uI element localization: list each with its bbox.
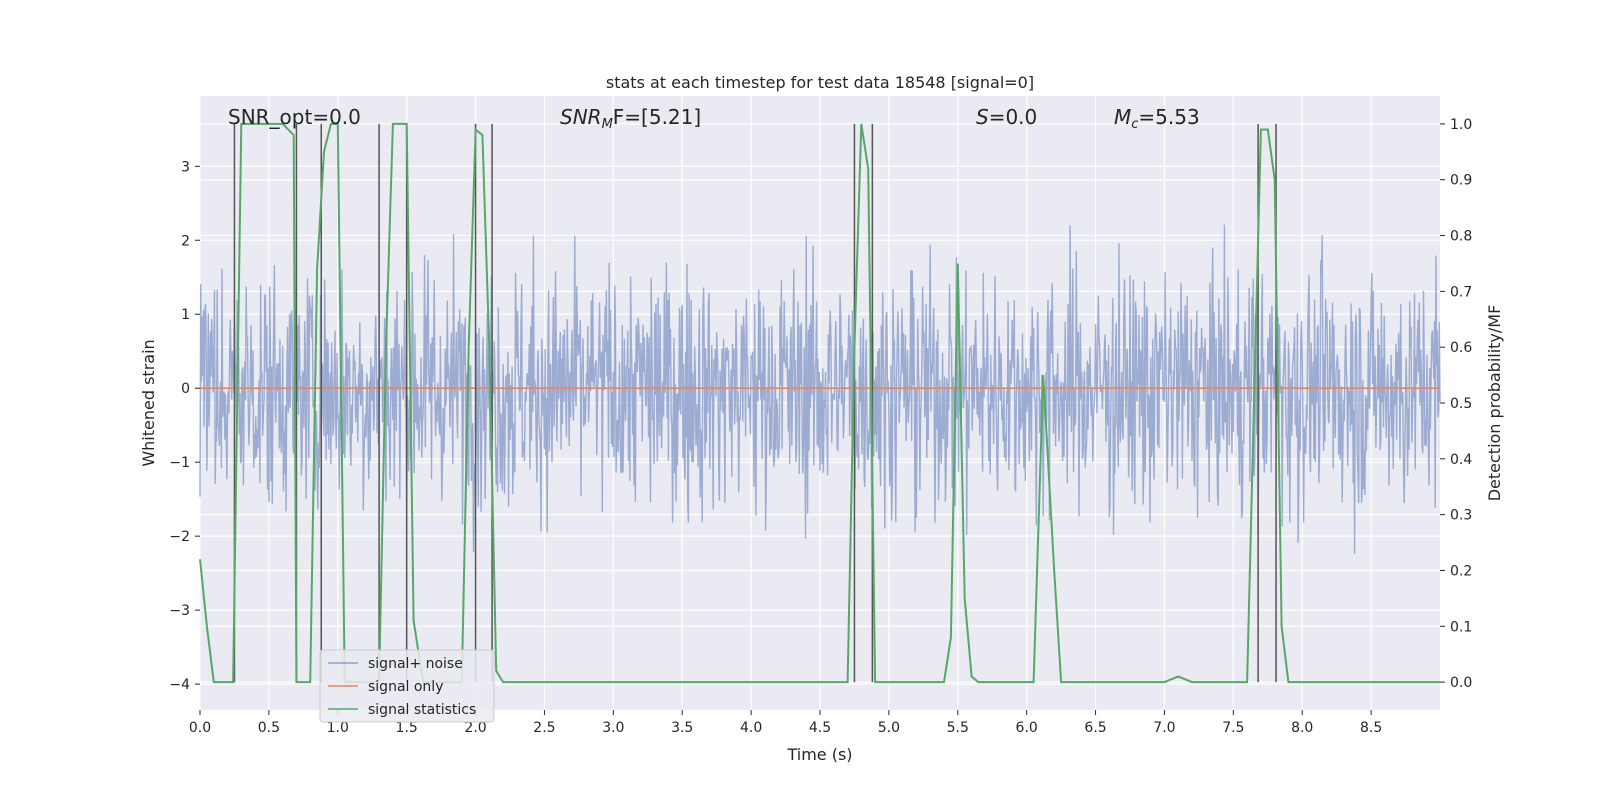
x-axis-ticks: 0.0 0.5 1.0 1.5 2.0 2.5 3.0 3.5 4.0 4.5 5.0 5.5 6.0 6… bbox=[189, 710, 1382, 736]
y-axis-ticks: 3 2 1 0 −1 −2 −3 −4 bbox=[169, 159, 200, 693]
x-tick-label: 1.0 bbox=[327, 720, 349, 736]
x-tick-label: 0.5 bbox=[258, 720, 280, 736]
y-right-tick-label: 0.9 bbox=[1450, 173, 1472, 189]
x-tick-label: 6.0 bbox=[1016, 720, 1038, 736]
x-tick-label: 6.5 bbox=[1084, 720, 1106, 736]
annotation-mc-sub: c bbox=[1131, 117, 1138, 132]
y-right-axis-ticks: 1.0 0.9 0.8 0.7 0.6 0.5 0.4 0.3 0.2 0.1 0.0 bbox=[1440, 117, 1472, 691]
x-tick-label: 8.5 bbox=[1360, 720, 1382, 736]
annotation-s-value: =0.0 bbox=[989, 105, 1038, 129]
y-right-tick-label: 0.6 bbox=[1450, 340, 1472, 356]
y-tick-label: −2 bbox=[169, 529, 190, 545]
annotation-mc-label: M bbox=[1114, 105, 1131, 129]
x-tick-label: 7.5 bbox=[1222, 720, 1244, 736]
y-right-tick-label: 1.0 bbox=[1450, 117, 1472, 133]
x-tick-label: 5.5 bbox=[947, 720, 969, 736]
chart-title: stats at each timestep for test data 185… bbox=[606, 73, 1034, 92]
y-right-tick-label: 0.0 bbox=[1450, 675, 1472, 691]
x-tick-label: 1.5 bbox=[396, 720, 418, 736]
legend-box bbox=[319, 649, 495, 723]
legend-label-signal-statistics: signal statistics bbox=[368, 702, 476, 718]
x-tick-label: 2.5 bbox=[533, 720, 555, 736]
x-tick-label: 4.5 bbox=[809, 720, 831, 736]
y-tick-label: −3 bbox=[169, 603, 190, 619]
x-tick-label: 5.0 bbox=[878, 720, 900, 736]
x-tick-label: 7.0 bbox=[1153, 720, 1175, 736]
annotation-mc-value: =5.53 bbox=[1138, 105, 1199, 129]
y-right-tick-label: 0.7 bbox=[1450, 284, 1472, 300]
y-axis-label: Whitened strain bbox=[139, 339, 158, 466]
y-tick-label: 1 bbox=[181, 307, 190, 323]
y-tick-label: −4 bbox=[169, 677, 190, 693]
y-tick-label: 0 bbox=[181, 381, 190, 397]
y-right-tick-label: 0.1 bbox=[1450, 619, 1472, 635]
x-axis-label: Time (s) bbox=[786, 745, 852, 764]
annotation-snr-mf-label: SNR bbox=[560, 105, 602, 129]
y-right-tick-label: 0.2 bbox=[1450, 563, 1472, 579]
annotation-snr-mf-rest: F=[5.21] bbox=[613, 105, 701, 129]
y-right-tick-label: 0.8 bbox=[1450, 229, 1472, 245]
x-tick-label: 4.0 bbox=[740, 720, 762, 736]
x-tick-label: 3.5 bbox=[671, 720, 693, 736]
x-tick-label: 0.0 bbox=[189, 720, 211, 736]
y-tick-label: 3 bbox=[181, 159, 190, 175]
x-tick-label: 2.0 bbox=[464, 720, 486, 736]
y-right-tick-label: 0.5 bbox=[1450, 396, 1472, 412]
y-tick-label: 2 bbox=[181, 233, 190, 249]
y-right-tick-label: 0.3 bbox=[1450, 508, 1472, 524]
signal-statistics-line bbox=[199, 122, 1440, 684]
legend-label-signal-only: signal only bbox=[368, 679, 443, 695]
y-right-axis-label: Detection probability/MF bbox=[1485, 305, 1504, 502]
legend-label-signal-noise: signal+ noise bbox=[368, 656, 463, 672]
annotation-s: S=0.0 bbox=[976, 105, 1037, 129]
y-right-tick-label: 0.4 bbox=[1450, 452, 1472, 468]
annotation-mc: Mc=5.53 bbox=[1114, 105, 1200, 132]
y-tick-label: −1 bbox=[169, 455, 190, 471]
series-signal-statistics bbox=[199, 122, 1440, 684]
annotation-snr-mf-sub: M bbox=[602, 117, 613, 132]
annotation-s-label: S bbox=[976, 105, 989, 129]
legend: signal+ noise signal only signal statist… bbox=[319, 649, 495, 723]
annotation-snr-opt: SNR_opt=0.0 bbox=[228, 105, 361, 129]
x-tick-label: 3.0 bbox=[602, 720, 624, 736]
x-tick-label: 8.0 bbox=[1291, 720, 1313, 736]
annotation-snr-mf: SNRMF=[5.21] bbox=[560, 105, 701, 132]
